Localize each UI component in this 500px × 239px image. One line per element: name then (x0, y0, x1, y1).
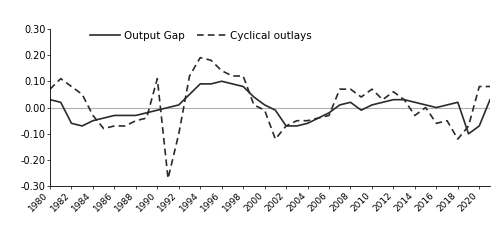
Output Gap (444, 103, 450, 106)
Cyclical outlays (230, 75, 235, 77)
Cyclical outlays (240, 75, 246, 77)
Cyclical outlays (208, 59, 214, 62)
Output Gap (112, 114, 117, 117)
Cyclical outlays (112, 125, 117, 127)
Cyclical outlays (197, 56, 203, 59)
Output Gap (47, 98, 53, 101)
Output Gap (348, 101, 354, 104)
Output Gap (390, 98, 396, 101)
Output Gap (165, 106, 171, 109)
Output Gap (316, 117, 322, 120)
Cyclical outlays (251, 103, 257, 106)
Output Gap (218, 80, 224, 83)
Cyclical outlays (412, 114, 418, 117)
Output Gap (272, 109, 278, 112)
Output Gap (369, 103, 375, 106)
Cyclical outlays (218, 69, 224, 72)
Line: Output Gap: Output Gap (50, 81, 490, 134)
Cyclical outlays (58, 77, 64, 80)
Output Gap (294, 125, 300, 127)
Cyclical outlays (444, 119, 450, 122)
Output Gap (133, 114, 139, 117)
Cyclical outlays (144, 117, 150, 120)
Output Gap (197, 82, 203, 85)
Cyclical outlays (90, 114, 96, 117)
Output Gap (326, 111, 332, 114)
Cyclical outlays (304, 119, 310, 122)
Output Gap (176, 103, 182, 106)
Output Gap (100, 117, 106, 120)
Output Gap (476, 125, 482, 127)
Cyclical outlays (487, 85, 493, 88)
Output Gap (68, 122, 74, 125)
Cyclical outlays (176, 132, 182, 135)
Output Gap (304, 122, 310, 125)
Cyclical outlays (337, 88, 343, 91)
Output Gap (422, 103, 428, 106)
Cyclical outlays (262, 109, 268, 112)
Output Gap (455, 101, 461, 104)
Cyclical outlays (316, 117, 322, 120)
Cyclical outlays (390, 90, 396, 93)
Cyclical outlays (165, 177, 171, 180)
Cyclical outlays (47, 88, 53, 91)
Output Gap (466, 132, 471, 135)
Output Gap (79, 125, 85, 127)
Cyclical outlays (122, 125, 128, 127)
Cyclical outlays (466, 125, 471, 127)
Output Gap (208, 82, 214, 85)
Output Gap (90, 119, 96, 122)
Cyclical outlays (476, 85, 482, 88)
Output Gap (401, 98, 407, 101)
Cyclical outlays (294, 119, 300, 122)
Output Gap (58, 101, 64, 104)
Cyclical outlays (455, 138, 461, 141)
Cyclical outlays (369, 88, 375, 91)
Cyclical outlays (283, 125, 289, 127)
Cyclical outlays (100, 127, 106, 130)
Cyclical outlays (272, 138, 278, 141)
Output Gap (262, 103, 268, 106)
Line: Cyclical outlays: Cyclical outlays (50, 58, 490, 179)
Output Gap (186, 93, 192, 96)
Cyclical outlays (380, 98, 386, 101)
Output Gap (230, 82, 235, 85)
Output Gap (412, 101, 418, 104)
Cyclical outlays (326, 114, 332, 117)
Cyclical outlays (133, 119, 139, 122)
Output Gap (283, 125, 289, 127)
Cyclical outlays (434, 122, 440, 125)
Cyclical outlays (358, 96, 364, 98)
Output Gap (337, 103, 343, 106)
Output Gap (358, 109, 364, 112)
Cyclical outlays (154, 77, 160, 80)
Output Gap (487, 98, 493, 101)
Output Gap (122, 114, 128, 117)
Output Gap (434, 106, 440, 109)
Output Gap (154, 109, 160, 112)
Cyclical outlays (79, 93, 85, 96)
Output Gap (240, 85, 246, 88)
Cyclical outlays (401, 98, 407, 101)
Cyclical outlays (422, 106, 428, 109)
Cyclical outlays (68, 85, 74, 88)
Output Gap (144, 111, 150, 114)
Output Gap (251, 96, 257, 98)
Cyclical outlays (348, 88, 354, 91)
Output Gap (380, 101, 386, 104)
Legend: Output Gap, Cyclical outlays: Output Gap, Cyclical outlays (90, 31, 312, 41)
Cyclical outlays (186, 75, 192, 77)
